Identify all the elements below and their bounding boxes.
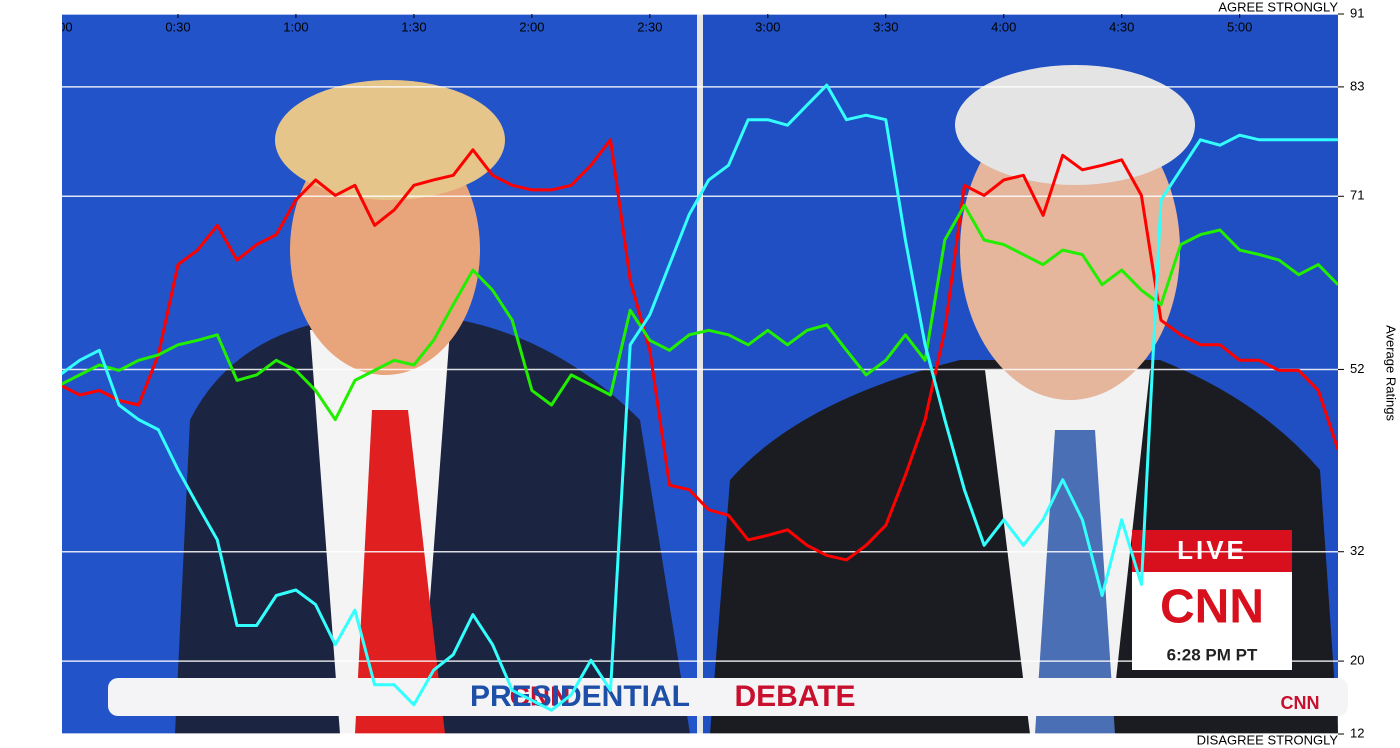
live-label: LIVE bbox=[1177, 535, 1247, 565]
tie-right bbox=[1035, 430, 1115, 734]
logo-text: CNN bbox=[1160, 581, 1264, 634]
y-tick-label: 32 bbox=[1350, 543, 1364, 558]
x-tick-label: 1:00 bbox=[283, 19, 308, 34]
banner-word: PRESIDENTIAL bbox=[470, 680, 690, 713]
y-tick-label: 71 bbox=[1350, 188, 1364, 203]
y-tick-label: 12 bbox=[1350, 725, 1364, 740]
x-tick-label: 1:30 bbox=[401, 19, 426, 34]
hair-right bbox=[955, 65, 1195, 185]
x-tick-label: 4:30 bbox=[1109, 19, 1134, 34]
y-tick-label: 91 bbox=[1350, 5, 1364, 20]
x-tick-label: 4:00 bbox=[991, 19, 1016, 34]
logo-box bbox=[1132, 572, 1292, 670]
clock: 6:28 PM PT bbox=[1167, 645, 1258, 664]
rating-line bbox=[62, 203, 1338, 422]
x-tick-label: 3:30 bbox=[873, 19, 898, 34]
y-bottom-label: DISAGREE STRONGLY bbox=[1197, 732, 1339, 747]
corner-logo: CNN bbox=[1281, 693, 1320, 713]
x-tick-label: 0:30 bbox=[165, 19, 190, 34]
y-axis-label: Average Ratings bbox=[1384, 325, 1399, 421]
y-ticks: 12 20 32 52 71 83 91 bbox=[1338, 5, 1364, 740]
rating-line bbox=[62, 83, 1338, 712]
tie-left bbox=[355, 410, 445, 734]
lines bbox=[62, 83, 1338, 712]
banner-logo: CNN bbox=[510, 680, 571, 711]
x-tick-label: 3:00 bbox=[755, 19, 780, 34]
hair-left bbox=[275, 80, 505, 200]
x-tick-label: 2:30 bbox=[637, 19, 662, 34]
x-tick-label: 0:00 bbox=[47, 19, 72, 34]
y-top-label: AGREE STRONGLY bbox=[1218, 0, 1338, 14]
x-tick-label: 2:00 bbox=[519, 19, 544, 34]
y-tick-label: 52 bbox=[1350, 361, 1364, 376]
y-tick-label: 83 bbox=[1350, 78, 1364, 93]
rating-line bbox=[62, 138, 1338, 562]
y-tick-label: 20 bbox=[1350, 653, 1364, 668]
video-background: CNN PRESIDENTIAL DEBATE CNN LIVE CNN 6:2… bbox=[62, 14, 1348, 734]
banner-word: DEBATE bbox=[734, 680, 855, 713]
banner bbox=[108, 678, 1348, 716]
x-ticks: 0:00 0:30 1:00 1:30 2:00 2:30 3:00 3:30 4:00 4:30… bbox=[47, 14, 1252, 34]
x-tick-label: 5:00 bbox=[1227, 19, 1252, 34]
